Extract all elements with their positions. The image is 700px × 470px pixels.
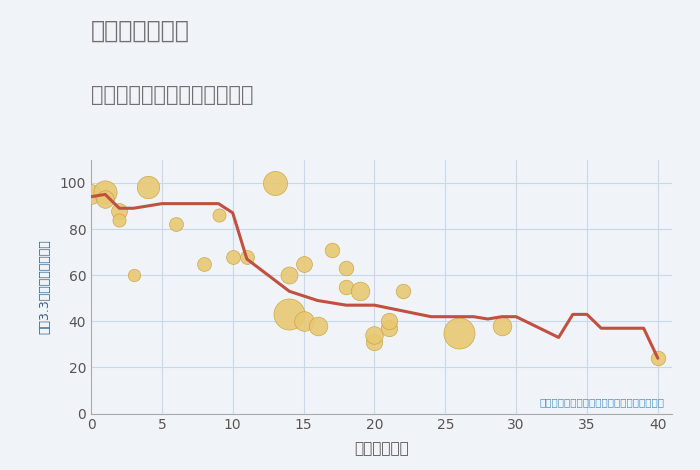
Point [284,271,295,279]
Point [284,311,295,318]
Point [113,216,125,224]
Text: 千葉県市原市中: 千葉県市原市中 [91,19,190,43]
Point [340,283,351,290]
Point [652,354,664,362]
Point [213,212,224,219]
Point [99,195,111,203]
Point [383,324,394,332]
Y-axis label: 坪（3.3㎡）単価（万円）: 坪（3.3㎡）単価（万円） [38,239,51,334]
Point [227,253,238,260]
Point [142,184,153,191]
Point [298,318,309,325]
Text: 築年数別中古マンション価格: 築年数別中古マンション価格 [91,85,253,105]
Point [170,220,181,228]
Point [99,188,111,196]
Point [326,246,337,253]
Point [369,331,380,339]
Point [128,271,139,279]
Point [369,338,380,346]
Point [355,288,366,295]
X-axis label: 築年数（年）: 築年数（年） [354,441,409,456]
Point [270,179,281,187]
Point [85,191,97,198]
Point [340,265,351,272]
Point [383,318,394,325]
Point [454,329,465,337]
Point [397,288,408,295]
Point [496,322,507,329]
Text: 円の大きさは、取引のあった物件面積を示す: 円の大きさは、取引のあった物件面積を示す [540,397,665,407]
Point [241,253,253,260]
Point [113,207,125,214]
Point [199,260,210,267]
Point [298,260,309,267]
Point [312,322,323,329]
